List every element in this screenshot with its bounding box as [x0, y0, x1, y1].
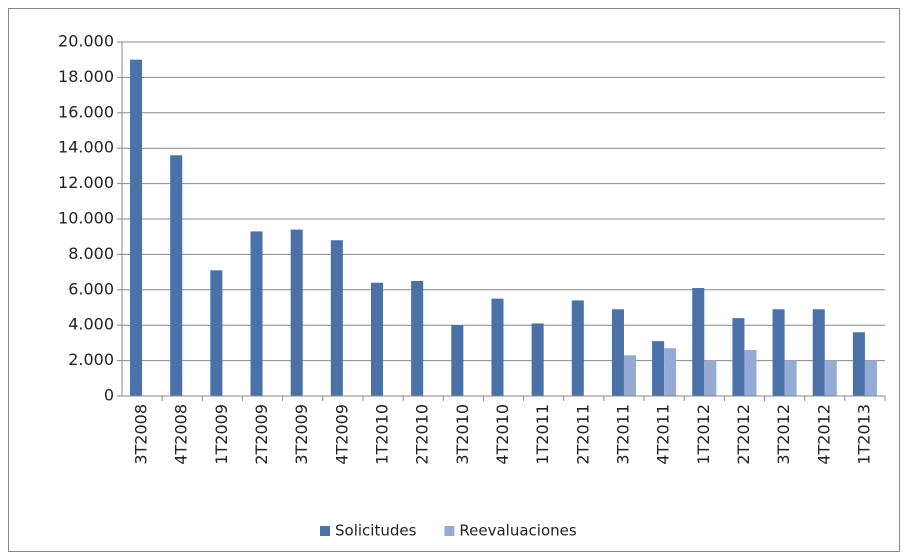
legend-swatch	[320, 526, 330, 536]
x-tick-label: 4T2011	[654, 404, 673, 465]
y-tick-label: 16.000	[58, 102, 114, 121]
y-tick-label: 4.000	[68, 315, 114, 334]
legend-swatch	[444, 526, 455, 536]
x-tick-label: 1T2009	[212, 404, 231, 465]
bar	[664, 348, 677, 396]
x-tick-label: 4T2008	[172, 404, 191, 465]
y-tick-label: 18.000	[58, 67, 114, 86]
bar	[330, 240, 343, 396]
bar	[852, 332, 865, 396]
bar	[772, 309, 785, 396]
y-tick-label: 6.000	[68, 279, 114, 298]
x-tick-label: 4T2009	[332, 404, 351, 465]
bar	[411, 280, 424, 396]
x-tick-label: 1T2011	[533, 404, 552, 465]
bar	[370, 282, 384, 396]
x-tick-label: 2T2011	[573, 404, 592, 465]
x-tick-label: 1T2013	[854, 404, 873, 465]
bar	[692, 288, 705, 396]
bar	[531, 323, 544, 396]
bar	[130, 59, 143, 396]
bar	[732, 318, 745, 396]
x-tick-label: 3T2008	[132, 404, 151, 465]
y-tick-label: 14.000	[58, 138, 114, 157]
x-tick-label: 4T2012	[814, 404, 833, 465]
legend-label: Solicitudes	[335, 522, 417, 540]
bar	[210, 270, 223, 396]
bar	[784, 360, 797, 396]
bar	[451, 325, 464, 396]
chart-frame	[8, 8, 900, 552]
bar	[571, 300, 584, 396]
y-tick-label: 2.000	[68, 350, 114, 369]
bar	[744, 349, 757, 396]
x-tick-label: 4T2010	[493, 404, 512, 465]
y-tick-label: 12.000	[58, 173, 114, 192]
x-tick-label: 3T2010	[453, 404, 472, 465]
x-tick-label: 1T2010	[373, 404, 392, 465]
bar	[623, 355, 637, 396]
x-tick-label: 3T2012	[774, 404, 793, 465]
x-tick-label: 2T2010	[413, 404, 432, 465]
legend-label: Reevaluaciones	[459, 522, 576, 540]
x-tick-label: 2T2009	[252, 404, 271, 465]
bar	[491, 298, 504, 396]
x-tick-label: 2T2012	[734, 404, 753, 465]
bar	[864, 360, 877, 396]
bar	[812, 309, 825, 396]
bar	[290, 229, 303, 396]
y-tick-label: 20.000	[58, 32, 114, 51]
bar	[611, 309, 624, 396]
y-tick-label: 10.000	[58, 209, 114, 228]
bar	[170, 155, 183, 396]
x-tick-label: 1T2012	[694, 404, 713, 465]
x-tick-label: 3T2009	[292, 404, 311, 465]
bar	[250, 231, 263, 396]
bar	[652, 341, 665, 396]
bar	[704, 360, 717, 396]
y-tick-label: 0	[104, 386, 114, 405]
bar	[824, 360, 837, 396]
x-tick-label: 3T2011	[613, 404, 632, 465]
y-tick-label: 8.000	[68, 244, 114, 263]
